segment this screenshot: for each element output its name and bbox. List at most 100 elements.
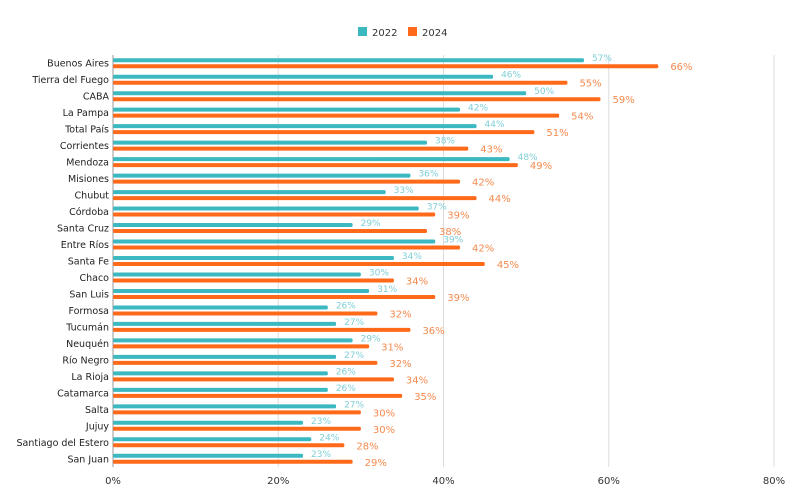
category-label: La Pampa [63, 108, 109, 119]
legend-label-2024[interactable]: 2024 [422, 28, 447, 39]
category-label: San Luis [69, 289, 109, 300]
category-label: La Rioja [71, 372, 109, 383]
x-tick-label: 80% [763, 476, 785, 487]
data-label-2024: 51% [546, 128, 568, 139]
data-label-2022: 27% [344, 318, 364, 328]
bar-2022 [113, 404, 337, 409]
bar-2024 [113, 311, 378, 316]
legend-label-2022[interactable]: 2022 [372, 28, 397, 39]
data-label-2024: 44% [489, 194, 511, 205]
category-label: Córdoba [69, 207, 109, 218]
bar-2022 [113, 437, 312, 442]
x-tick-label: 40% [432, 476, 454, 487]
bar-2024 [113, 64, 659, 69]
bar-2024 [113, 410, 361, 415]
data-label-2024: 30% [373, 408, 395, 419]
category-label: San Juan [67, 454, 109, 465]
data-label-2024: 43% [480, 145, 502, 156]
bar-2022 [113, 338, 353, 343]
data-label-2024: 31% [381, 342, 403, 353]
data-label-2022: 26% [336, 301, 356, 311]
bar-2024 [113, 278, 394, 283]
category-label: Jujuy [85, 421, 109, 432]
bar-2022 [113, 321, 337, 326]
data-label-2024: 34% [406, 276, 428, 287]
x-tick-label: 60% [598, 476, 620, 487]
category-label: Mendoza [66, 158, 109, 169]
data-label-2022: 26% [336, 384, 356, 394]
bar-2024 [113, 459, 353, 464]
category-label: Buenos Aires [47, 59, 109, 70]
legend: 2022 2024 [358, 27, 447, 39]
bar-2022 [113, 223, 353, 228]
data-label-2022: 29% [361, 219, 381, 229]
x-axis-ticks: 0% 20% 40% 60% 80% [105, 476, 785, 487]
category-label: CABA [83, 92, 110, 103]
bar-2024 [113, 229, 427, 234]
data-label-2022: 30% [369, 268, 389, 278]
bar-2024 [113, 294, 436, 299]
bar-2024 [113, 113, 560, 118]
bar-2024 [113, 262, 485, 266]
data-label-2022: 26% [336, 367, 356, 377]
bar-2024 [113, 130, 535, 135]
data-label-2024: 42% [472, 244, 494, 255]
bar-2022 [113, 157, 510, 162]
bar-2022 [113, 256, 394, 260]
category-label: Santa Fe [68, 257, 109, 268]
data-label-2024: 49% [530, 161, 552, 172]
data-label-2022: 48% [518, 153, 538, 163]
bar-2022 [113, 239, 436, 244]
data-label-2024: 39% [447, 211, 469, 222]
category-label: Misiones [68, 174, 109, 185]
bar-2022 [113, 173, 411, 178]
bar-2024 [113, 327, 411, 332]
data-label-2022: 38% [435, 137, 455, 147]
data-label-2022: 33% [394, 186, 414, 196]
data-label-2024: 35% [414, 392, 436, 403]
data-label-2024: 55% [579, 79, 601, 90]
bar-2022 [113, 58, 584, 63]
category-label: Santa Cruz [57, 224, 109, 235]
category-label: Entre Ríos [61, 240, 109, 251]
data-label-2022: 44% [485, 120, 505, 130]
data-label-2024: 30% [373, 425, 395, 436]
bar-2022 [113, 387, 328, 392]
data-label-2022: 46% [501, 71, 521, 81]
bar-2022 [113, 272, 361, 277]
data-label-2022: 27% [344, 400, 364, 410]
data-label-2024: 29% [365, 458, 387, 469]
bar-2024 [113, 426, 361, 431]
category-label: Formosa [68, 306, 109, 317]
bar-2024 [113, 196, 477, 201]
data-label-2022: 36% [418, 170, 438, 180]
category-label: Santiago del Estero [17, 438, 110, 449]
data-label-2024: 59% [612, 95, 634, 106]
data-label-2024: 32% [389, 359, 411, 370]
bar-2024 [113, 146, 469, 151]
bar-2024 [113, 245, 461, 250]
data-label-2022: 24% [319, 433, 339, 443]
bar-2022 [113, 420, 304, 425]
x-tick-label: 0% [105, 476, 121, 487]
bar-2022 [113, 74, 494, 79]
x-tick-label: 20% [267, 476, 289, 487]
bar-2022 [113, 453, 304, 458]
bar-2024 [113, 179, 461, 184]
data-label-2022: 37% [427, 203, 447, 213]
bar-2022 [113, 206, 419, 211]
data-label-2022: 34% [402, 252, 422, 262]
bar-2024 [113, 80, 568, 85]
bar-2024 [113, 163, 518, 168]
grid [112, 55, 775, 467]
bar-2024 [113, 393, 403, 398]
data-label-2022: 39% [443, 236, 463, 246]
bar-2024 [113, 212, 436, 217]
data-label-2022: 31% [377, 285, 397, 295]
category-label: Neuquén [66, 339, 109, 350]
bar-2022 [113, 140, 427, 145]
category-label: Salta [85, 405, 109, 416]
bar-2022 [113, 91, 527, 96]
bar-2022 [113, 124, 477, 129]
category-label: Chaco [79, 273, 109, 284]
